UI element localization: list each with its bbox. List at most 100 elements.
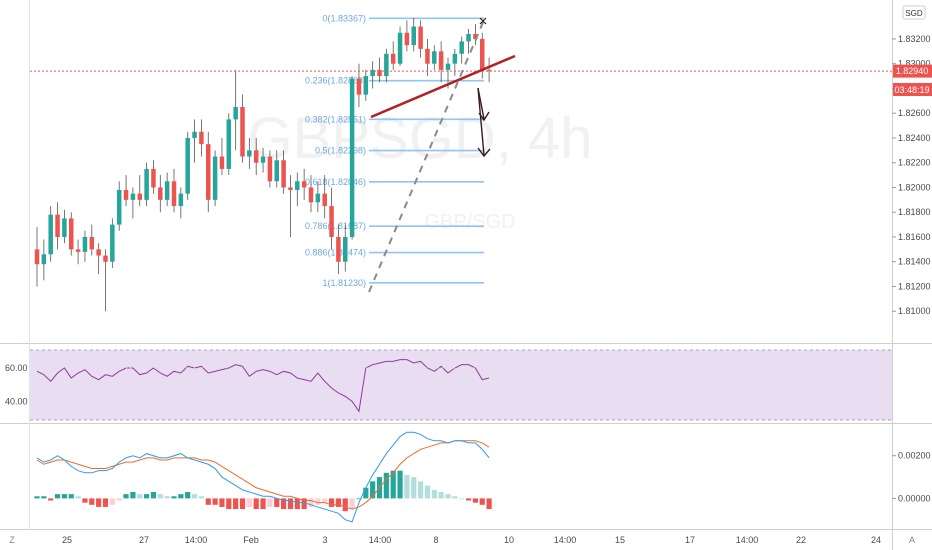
candle[interactable]	[397, 26, 403, 67]
arrow-top-marker[interactable]	[479, 17, 487, 25]
candle[interactable]	[185, 131, 190, 200]
candle[interactable]	[158, 175, 163, 213]
candle[interactable]	[466, 29, 471, 54]
candle[interactable]	[178, 187, 184, 219]
candle[interactable]	[192, 119, 197, 163]
candle[interactable]	[62, 209, 67, 244]
rsi-pane[interactable]	[36, 359, 490, 413]
currency-badge[interactable]	[902, 5, 926, 20]
time-tick-label: 15	[615, 535, 625, 545]
macd-axis[interactable]: 0.00200 0.00000	[892, 451, 931, 504]
candle[interactable]	[349, 76, 355, 240]
candle[interactable]	[233, 69, 238, 151]
candle[interactable]	[336, 224, 341, 275]
candle-body-down	[253, 150, 259, 163]
candle[interactable]	[34, 227, 40, 287]
candle-body-up	[295, 181, 300, 190]
candle[interactable]	[116, 181, 122, 231]
macd-histogram-bar	[287, 498, 294, 510]
candle[interactable]	[301, 168, 307, 200]
candle[interactable]	[274, 150, 280, 188]
candle[interactable]	[260, 147, 266, 173]
candle[interactable]	[288, 175, 293, 237]
price-tick-label: 1.81600	[898, 232, 931, 242]
candle[interactable]	[404, 20, 410, 52]
candle[interactable]	[171, 168, 177, 213]
price-axis[interactable]: 1.832001.830001.828001.826001.824001.822…	[892, 34, 931, 316]
fibonacci-retracement[interactable]: 0(1.83367) 0.236(1.82863) 0.382(1.82551) 0.…	[305, 13, 484, 288]
candle[interactable]	[390, 41, 396, 70]
candle[interactable]	[281, 150, 286, 194]
candle[interactable]	[267, 150, 273, 188]
candle-body-up	[411, 26, 416, 46]
candle[interactable]	[295, 172, 300, 207]
candle[interactable]	[103, 249, 108, 312]
candle[interactable]	[110, 218, 115, 268]
auto-scale-button[interactable]: A	[909, 535, 915, 545]
candle[interactable]	[370, 61, 375, 89]
candle[interactable]	[130, 187, 136, 219]
candle[interactable]	[322, 175, 327, 219]
candle[interactable]	[240, 94, 245, 163]
macd-pane[interactable]	[34, 431, 492, 523]
candle[interactable]	[226, 113, 232, 176]
candle[interactable]	[384, 48, 389, 83]
arrow-head-2[interactable]	[477, 147, 491, 158]
fib-level-label: 1(1.81230)	[322, 278, 366, 288]
candle[interactable]	[96, 243, 101, 275]
candle[interactable]	[425, 38, 430, 77]
candle[interactable]	[151, 160, 156, 194]
rsi-line[interactable]	[36, 359, 490, 413]
candle[interactable]	[308, 175, 314, 213]
rsi-axis[interactable]: 60.00 40.00	[5, 363, 892, 406]
candle[interactable]	[486, 57, 492, 83]
candle-body-down	[55, 214, 60, 237]
candle[interactable]	[329, 187, 334, 250]
candle[interactable]	[438, 41, 444, 83]
candle[interactable]	[212, 150, 218, 207]
candle[interactable]	[411, 17, 417, 52]
candle[interactable]	[69, 212, 74, 256]
macd-histogram-bar	[253, 498, 259, 510]
candle[interactable]	[247, 137, 252, 169]
macd-histogram-bar	[41, 496, 47, 499]
time-axis[interactable]: 25 27 14:00 Feb 3 14:00 8 10 14:00 15 17 14:00 22 24	[62, 535, 881, 545]
candle[interactable]	[144, 162, 149, 207]
candle-body-up	[192, 131, 197, 138]
candle[interactable]	[253, 137, 259, 176]
candle[interactable]	[315, 181, 321, 213]
candle-body-up	[452, 53, 458, 64]
candle[interactable]	[55, 202, 60, 250]
candle[interactable]	[199, 119, 204, 157]
fib-trend-dashed-line[interactable]	[368, 19, 485, 293]
candle[interactable]	[164, 172, 170, 207]
macd-signal-line[interactable]	[36, 440, 490, 510]
candle[interactable]	[206, 131, 211, 213]
macd-histogram-bar	[116, 498, 122, 501]
macd-histogram-bar	[205, 498, 211, 505]
macd-line[interactable]	[36, 431, 490, 523]
candle[interactable]	[48, 206, 53, 262]
candle[interactable]	[343, 224, 348, 272]
candle[interactable]	[137, 175, 143, 207]
candle[interactable]	[82, 230, 88, 262]
time-tick-label: 8	[433, 535, 438, 545]
arrow-line-2[interactable]	[477, 87, 485, 156]
timezone-button[interactable]: Z	[9, 535, 15, 545]
candle[interactable]	[377, 57, 382, 83]
trend-line[interactable]	[370, 54, 516, 119]
macd-histogram-bar	[452, 496, 458, 499]
candle[interactable]	[418, 20, 423, 58]
candle[interactable]	[123, 175, 129, 207]
candle[interactable]	[89, 224, 95, 256]
candle[interactable]	[459, 36, 464, 64]
candle[interactable]	[363, 69, 369, 101]
candle[interactable]	[75, 239, 81, 265]
candle[interactable]	[432, 45, 437, 70]
candle[interactable]	[473, 24, 478, 46]
candle[interactable]	[219, 137, 225, 176]
last-price-label: 1.82940	[896, 66, 929, 76]
candle[interactable]	[41, 239, 47, 281]
